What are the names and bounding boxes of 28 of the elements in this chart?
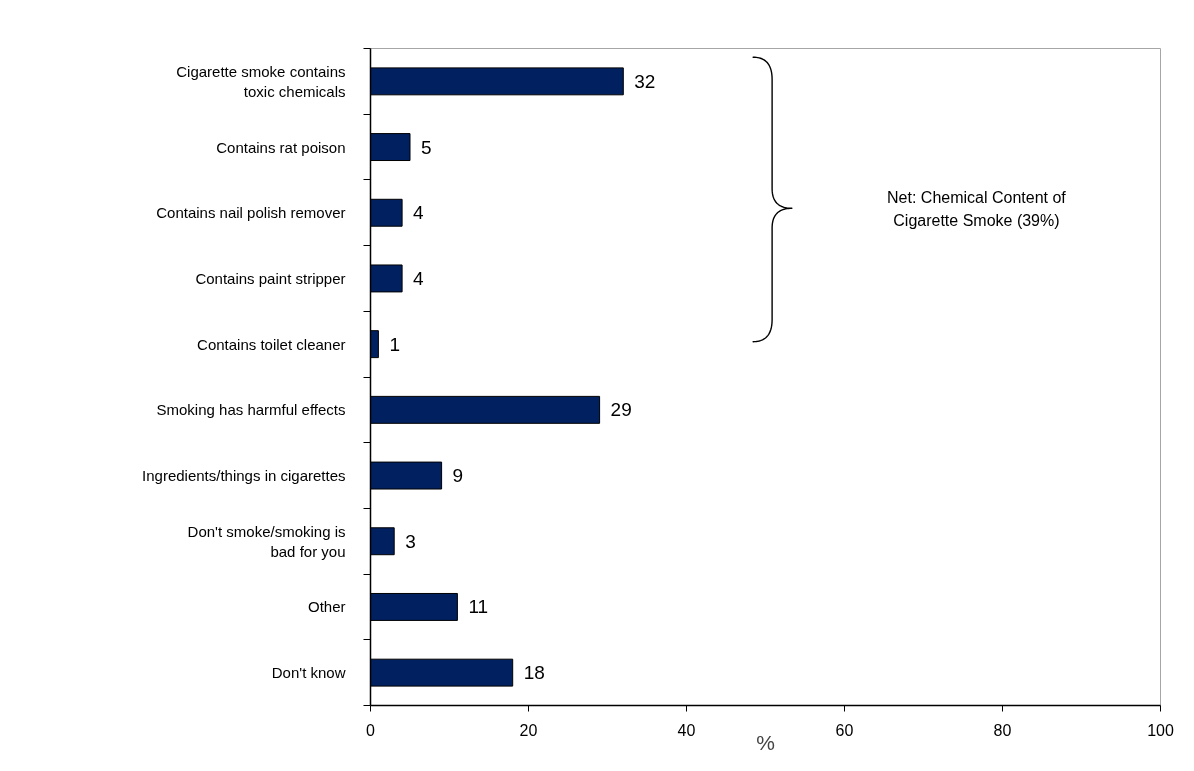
- x-tick-label: 40: [677, 721, 696, 739]
- y-tick-label: Contains paint stripper: [195, 269, 346, 287]
- y-tick-label: Contains nail polish remover: [156, 204, 346, 222]
- data-label: 9: [452, 465, 464, 487]
- data-label: 32: [634, 70, 656, 92]
- data-label: 1: [389, 333, 400, 355]
- x-tick-label: 20: [519, 721, 538, 739]
- data-label: 4: [413, 267, 425, 289]
- y-tick-label: Don't smoke/smoking is bad for you: [187, 522, 346, 560]
- y-tick-label: Contains rat poison: [216, 138, 346, 156]
- data-label: 3: [405, 530, 416, 552]
- x-tick-label: 80: [993, 721, 1012, 739]
- y-tick-label: Contains toilet cleaner: [197, 335, 346, 353]
- y-tick-label: Don't know: [271, 664, 346, 682]
- data-label: 29: [610, 399, 632, 421]
- x-tick-label: 100: [1147, 721, 1174, 739]
- data-label: 4: [413, 202, 425, 224]
- annotation: Net: Chemical Content of Cigarette Smoke (39%): [887, 188, 1067, 229]
- data-label: 11: [468, 596, 489, 618]
- data-label: 5: [421, 136, 432, 158]
- y-tick-label: Other: [307, 598, 346, 616]
- x-tick-label: 60: [835, 721, 854, 739]
- x-axis-title: %: [756, 730, 775, 754]
- y-tick-label: Ingredients/things in cigarettes: [142, 467, 346, 485]
- x-tick-label: 0: [366, 721, 376, 739]
- y-tick-label: Cigarette smoke contains toxic chemicals: [176, 62, 346, 101]
- y-tick-label: Smoking has harmful effects: [156, 401, 346, 419]
- data-label: 18: [523, 662, 545, 684]
